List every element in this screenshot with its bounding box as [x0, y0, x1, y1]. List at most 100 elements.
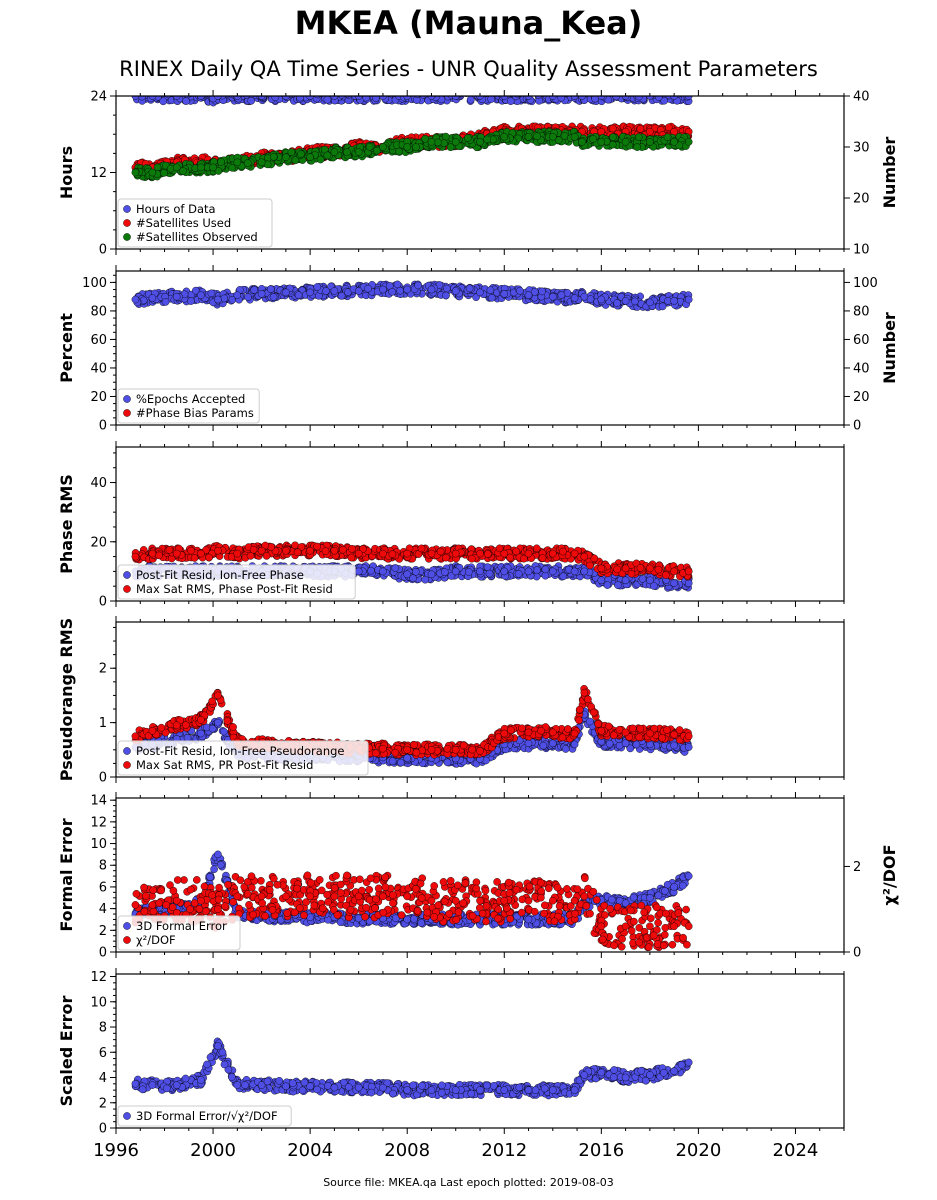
data-point [555, 89, 562, 96]
data-point [633, 143, 642, 151]
data-point [343, 148, 351, 156]
data-point [456, 88, 463, 95]
data-point [191, 89, 198, 96]
data-point [411, 568, 420, 576]
data-point [463, 134, 472, 142]
data-point [675, 87, 682, 94]
data-point [176, 88, 183, 95]
data-point [541, 565, 550, 574]
data-point [466, 96, 475, 104]
data-point [246, 552, 255, 560]
data-point [187, 297, 195, 305]
data-point [549, 567, 557, 576]
data-point [675, 141, 684, 150]
data-point [498, 88, 505, 95]
data-point [201, 96, 207, 97]
data-point [180, 88, 187, 95]
data-point [540, 88, 547, 95]
data-point [221, 88, 228, 95]
data-point [442, 291, 450, 300]
y-tick-label: 80 [90, 304, 107, 319]
data-point [172, 292, 181, 301]
data-point [132, 88, 139, 95]
data-point [197, 291, 205, 300]
data-point [559, 572, 568, 581]
data-point [306, 153, 314, 161]
data-point [323, 151, 332, 160]
data-point [648, 88, 655, 95]
data-point [245, 96, 249, 97]
data-point [197, 163, 205, 172]
data-point [159, 97, 167, 106]
data-point [524, 567, 533, 576]
y-right-tick-label: 10 [853, 243, 870, 258]
data-point [631, 297, 639, 306]
data-point [533, 566, 541, 575]
data-point [337, 292, 346, 300]
data-point [578, 87, 585, 94]
y-tick-label: 60 [90, 333, 107, 348]
y-right-tick-label: 20 [853, 390, 870, 405]
plot-frame [115, 95, 845, 250]
data-point [414, 281, 422, 290]
data-point [427, 285, 436, 294]
data-point [658, 302, 667, 311]
data-point [405, 87, 412, 94]
data-point [217, 158, 225, 166]
data-point [330, 87, 337, 94]
y-tick-label: 40 [90, 361, 107, 376]
data-point [530, 288, 539, 296]
data-point [475, 87, 482, 94]
data-point [231, 88, 238, 95]
data-point [468, 89, 475, 96]
data-point [148, 168, 157, 177]
data-point [580, 292, 589, 301]
data-point [580, 96, 584, 97]
data-point [269, 152, 278, 161]
data-point [171, 96, 176, 97]
data-point [419, 96, 427, 99]
data-point [608, 140, 617, 149]
data-point [578, 138, 586, 146]
data-point [282, 153, 290, 161]
data-point [148, 294, 157, 302]
data-point [321, 88, 328, 95]
data-point [560, 131, 569, 140]
data-point [597, 96, 602, 97]
data-point [581, 88, 588, 95]
data-point [372, 96, 380, 102]
data-point [467, 554, 476, 563]
data-point [247, 97, 255, 105]
data-point [476, 138, 484, 146]
legend-box [117, 388, 260, 424]
data-point [282, 288, 290, 297]
data-point [362, 96, 370, 102]
data-point [614, 581, 622, 589]
data-point [257, 289, 266, 298]
data-point [603, 581, 612, 589]
data-point [177, 96, 180, 97]
data-point [323, 96, 332, 104]
data-point [487, 293, 496, 302]
data-point [168, 88, 175, 95]
data-point [684, 295, 693, 304]
data-point [365, 96, 369, 97]
data-point [500, 567, 509, 576]
data-point [597, 295, 606, 304]
data-point [257, 158, 266, 167]
legend-label: #Phase Bias Params [136, 406, 254, 420]
data-point [241, 88, 248, 95]
data-point [443, 284, 451, 293]
data-point [505, 96, 510, 97]
data-point [339, 545, 347, 554]
data-point [277, 88, 284, 95]
data-point [465, 88, 472, 95]
y-tick-label: 100 [82, 276, 107, 291]
data-point [570, 132, 579, 141]
data-point [570, 567, 579, 576]
data-point [249, 545, 258, 554]
data-point [364, 89, 371, 96]
data-point [354, 287, 363, 295]
data-point [338, 96, 346, 99]
